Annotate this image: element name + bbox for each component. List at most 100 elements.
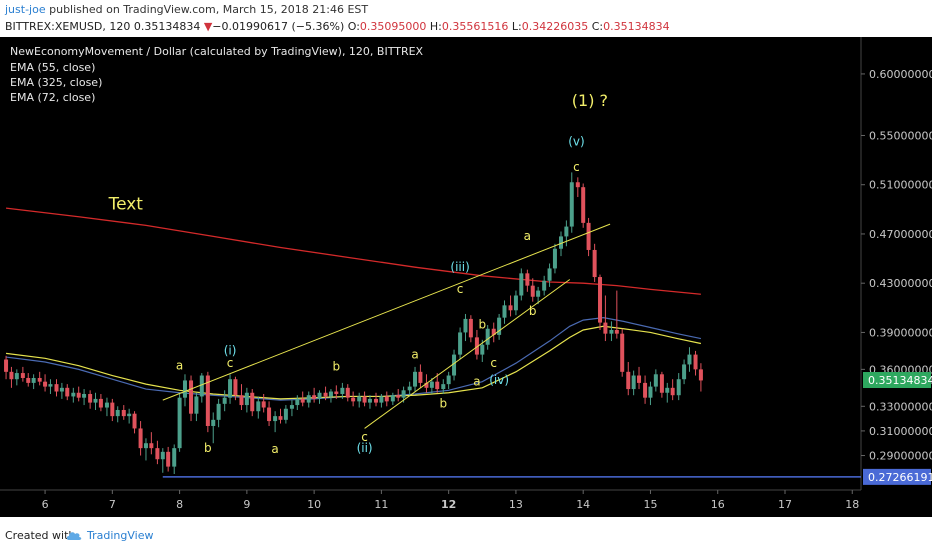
candle-body bbox=[401, 390, 406, 398]
wave-label: b bbox=[333, 360, 341, 374]
legend-item: EMA (325, close) bbox=[10, 76, 102, 89]
candle-body bbox=[222, 397, 227, 404]
candle-body bbox=[216, 403, 221, 420]
candle-body bbox=[37, 377, 42, 382]
candle-body bbox=[93, 398, 98, 403]
x-tick-label: 7 bbox=[109, 498, 116, 511]
candle-body bbox=[598, 277, 603, 323]
candle-body bbox=[261, 401, 266, 408]
open-label: O: bbox=[347, 20, 360, 33]
candle-body bbox=[480, 344, 485, 355]
candle-body bbox=[233, 379, 238, 396]
y-tick-label: 0.60000000 bbox=[869, 68, 932, 81]
candle-body bbox=[267, 407, 272, 422]
x-tick-label: 13 bbox=[509, 498, 523, 511]
y-tick-label: 0.39000000 bbox=[869, 326, 932, 339]
candle-body bbox=[14, 373, 19, 380]
candle-body bbox=[121, 409, 126, 417]
candle-body bbox=[620, 333, 625, 372]
close-label: C: bbox=[591, 20, 604, 33]
candle-body bbox=[502, 305, 507, 318]
wave-label: c bbox=[361, 430, 368, 444]
candle-body bbox=[552, 248, 557, 269]
candle-body bbox=[452, 354, 457, 376]
y-tick-label: 0.33000000 bbox=[869, 400, 932, 413]
candle-body bbox=[143, 443, 148, 449]
candle-body bbox=[71, 392, 76, 397]
y-tick-label: 0.31000000 bbox=[869, 425, 932, 438]
wave-label: b bbox=[204, 441, 212, 455]
candle-body bbox=[413, 371, 418, 387]
down-arrow-icon: ▼ bbox=[203, 20, 213, 33]
y-tick-label: 0.51000000 bbox=[869, 179, 932, 192]
price-chart[interactable]: 0.60000000 0.55000000 0.51000000 0.47000000… bbox=[0, 37, 932, 517]
candle-body bbox=[177, 397, 182, 449]
candle-body bbox=[530, 285, 535, 297]
chart-canvas[interactable]: 0.60000000 0.55000000 0.51000000 0.47000000… bbox=[0, 37, 932, 517]
candle-body bbox=[542, 280, 547, 291]
candle-body bbox=[317, 392, 322, 399]
candle-body bbox=[199, 375, 204, 397]
candle-body bbox=[244, 392, 249, 406]
ohlc-bar: BITTREX:XEMUSD, 120 0.35134834 ▼−0.01990… bbox=[5, 20, 670, 37]
candle-body bbox=[698, 369, 703, 381]
candle-body bbox=[653, 374, 658, 387]
candle-body bbox=[463, 318, 468, 333]
candle-body bbox=[189, 380, 194, 414]
trendline bbox=[162, 223, 611, 401]
candle-body bbox=[295, 398, 300, 406]
candle-body bbox=[564, 226, 569, 237]
x-tick-label: 10 bbox=[307, 498, 321, 511]
candle-body bbox=[458, 332, 463, 355]
footer: Created with TradingView bbox=[0, 517, 932, 550]
candle-body bbox=[278, 416, 283, 420]
candle-body bbox=[491, 328, 496, 335]
author-link[interactable]: just-joe bbox=[5, 3, 46, 16]
x-tick-label: 8 bbox=[176, 498, 183, 511]
tradingview-link[interactable]: TradingView bbox=[87, 529, 154, 542]
candle-body bbox=[300, 398, 305, 403]
candle-body bbox=[48, 384, 53, 387]
wave-label: (iv) bbox=[489, 373, 509, 387]
wave-label: a bbox=[524, 229, 531, 243]
candle-body bbox=[88, 393, 93, 403]
candle-body bbox=[637, 375, 642, 383]
candle-body bbox=[525, 273, 530, 286]
candle-body bbox=[149, 443, 154, 449]
candle-body bbox=[273, 416, 278, 422]
candle-body bbox=[659, 374, 664, 393]
candle-body bbox=[82, 393, 87, 398]
candle-body bbox=[519, 273, 524, 296]
last-price: 0.35134834 bbox=[133, 20, 201, 33]
created-with-text: Created with bbox=[5, 529, 76, 542]
wave-label: (i) bbox=[224, 344, 237, 358]
y-tick-label: 0.47000000 bbox=[869, 228, 932, 241]
candle-body bbox=[508, 305, 513, 311]
candle-body bbox=[592, 249, 597, 278]
y-tick-label: 0.29000000 bbox=[869, 450, 932, 463]
candle-body bbox=[396, 395, 401, 398]
publish-info: just-joe published on TradingView.com, M… bbox=[5, 3, 368, 20]
support-price-tag-label: 0.27266191 bbox=[868, 471, 932, 484]
wave-label: (ii) bbox=[357, 441, 373, 455]
candle-body bbox=[586, 222, 591, 250]
candle-body bbox=[441, 384, 446, 390]
candle-body bbox=[306, 395, 311, 403]
candle-body bbox=[172, 448, 177, 467]
candle-body bbox=[614, 329, 619, 334]
wave-label: a bbox=[271, 442, 278, 456]
x-tick-label: 11 bbox=[374, 498, 388, 511]
candle-body bbox=[631, 375, 636, 390]
candle-body bbox=[155, 448, 160, 460]
wave-label: b bbox=[529, 304, 537, 318]
wave-label: b bbox=[478, 318, 486, 332]
x-tick-label: 16 bbox=[711, 498, 725, 511]
y-tick-label: 0.55000000 bbox=[869, 129, 932, 142]
candle-body bbox=[424, 382, 429, 388]
wave-label: c bbox=[490, 356, 497, 370]
candle-body bbox=[104, 402, 109, 408]
trendline bbox=[364, 279, 571, 429]
candle-body bbox=[609, 329, 614, 334]
x-tick-label: 15 bbox=[643, 498, 657, 511]
candle-body bbox=[289, 405, 294, 409]
